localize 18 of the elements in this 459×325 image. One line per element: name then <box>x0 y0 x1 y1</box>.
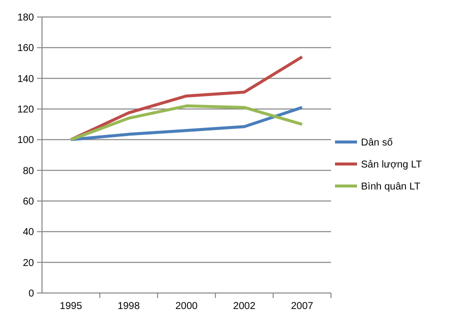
y-tick-label: 140 <box>17 74 34 85</box>
x-tick-label: 2002 <box>233 301 256 312</box>
x-tick-label: 2007 <box>290 301 314 312</box>
y-tick-label: 160 <box>17 43 34 54</box>
y-tick-label: 0 <box>28 288 34 300</box>
legend-label: Dân số <box>361 138 394 148</box>
legend-label: Sản lượng LT <box>361 160 422 170</box>
y-tick-label: 60 <box>22 196 34 208</box>
x-tick-label: 2000 <box>175 301 198 312</box>
x-tick-label: 1998 <box>118 301 140 312</box>
y-tick-label: 180 <box>17 12 34 24</box>
y-tick-label: 120 <box>17 104 34 116</box>
x-tick-label: 1995 <box>60 301 82 312</box>
y-tick-label: 20 <box>22 258 34 269</box>
y-tick-label: 80 <box>22 166 34 177</box>
y-tick-label: 40 <box>22 227 34 238</box>
legend-label: Bình quân LT <box>361 182 420 192</box>
y-tick-label: 100 <box>17 135 34 146</box>
